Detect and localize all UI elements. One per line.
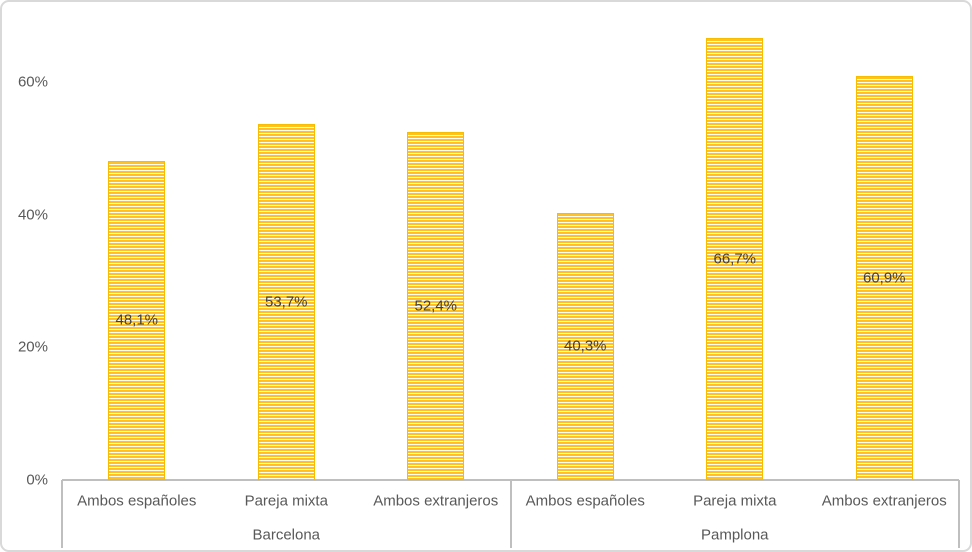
y-axis-tick-label: 0%	[26, 471, 48, 489]
category-axis-divider	[958, 480, 960, 548]
y-axis-tick-label: 60%	[17, 73, 48, 91]
bar-barcelona-ambos-extranjeros	[407, 132, 465, 480]
category-axis-divider	[509, 480, 512, 548]
bar-value-label: 52,4%	[414, 297, 458, 315]
category-axis-divider	[61, 480, 63, 548]
x-axis-group-label-barcelona: Barcelona	[252, 526, 321, 544]
y-axis-tick-label: 40%	[17, 206, 48, 224]
x-axis-category-label: Pareja mixta	[693, 492, 777, 510]
x-axis-group-label-pamplona: Pamplona	[700, 526, 769, 544]
x-axis-category-label: Ambos españoles	[77, 492, 197, 510]
bar-pamplona-pareja-mixta	[706, 37, 764, 480]
bar-value-label: 53,7%	[264, 293, 308, 311]
x-axis-category-label: Pareja mixta	[244, 492, 328, 510]
x-axis-category-label: Ambos extranjeros	[821, 492, 947, 510]
bar-barcelona-pareja-mixta	[257, 123, 315, 480]
x-axis-category-label: Ambos españoles	[525, 492, 645, 510]
bar-pamplona-ambos-espanoles	[556, 212, 614, 480]
bar-barcelona-ambos-espanoles	[108, 160, 166, 480]
bar-value-label: 66,7%	[713, 250, 757, 268]
y-axis-tick-label: 20%	[17, 338, 48, 356]
bar-value-label: 40,3%	[563, 337, 607, 355]
bar-pamplona-ambos-extranjeros	[855, 76, 913, 480]
bar-value-label: 48,1%	[115, 311, 159, 329]
x-axis-category-label: Ambos extranjeros	[373, 492, 499, 510]
bar-value-label: 60,9%	[862, 269, 906, 287]
